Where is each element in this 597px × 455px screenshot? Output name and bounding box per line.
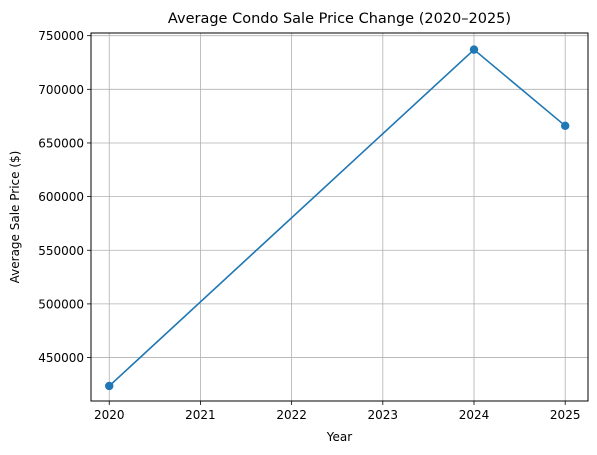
x-tick-label: 2020 [94, 408, 125, 422]
y-tick-label: 450000 [38, 351, 84, 365]
y-tick-label: 600000 [38, 190, 84, 204]
x-tick-label: 2021 [185, 408, 216, 422]
x-tick-label: 2022 [276, 408, 307, 422]
x-axis-label: Year [326, 430, 352, 444]
data-point [105, 381, 114, 391]
x-tick-label: 2024 [459, 408, 490, 422]
series-layer [105, 45, 570, 391]
y-tick-label: 750000 [38, 29, 84, 43]
data-point [561, 121, 570, 131]
y-tick-label: 550000 [38, 244, 84, 258]
chart-title: Average Condo Sale Price Change (2020–20… [168, 11, 511, 27]
x-tick-label: 2025 [550, 408, 581, 422]
grid-lines [91, 33, 588, 401]
plot-frame [90, 32, 589, 402]
y-axis-label: Average Sale Price ($) [8, 151, 22, 284]
y-tick-label: 700000 [38, 83, 84, 97]
x-axis: 2020 2021 2022 2023 2024 2025 [94, 401, 581, 422]
data-point [469, 45, 479, 54]
x-tick-label: 2023 [368, 408, 399, 422]
y-tick-label: 500000 [38, 297, 84, 311]
y-axis: 450000 500000 550000 600000 650000 700000 7500… [38, 29, 91, 365]
y-tick-label: 650000 [38, 136, 84, 150]
